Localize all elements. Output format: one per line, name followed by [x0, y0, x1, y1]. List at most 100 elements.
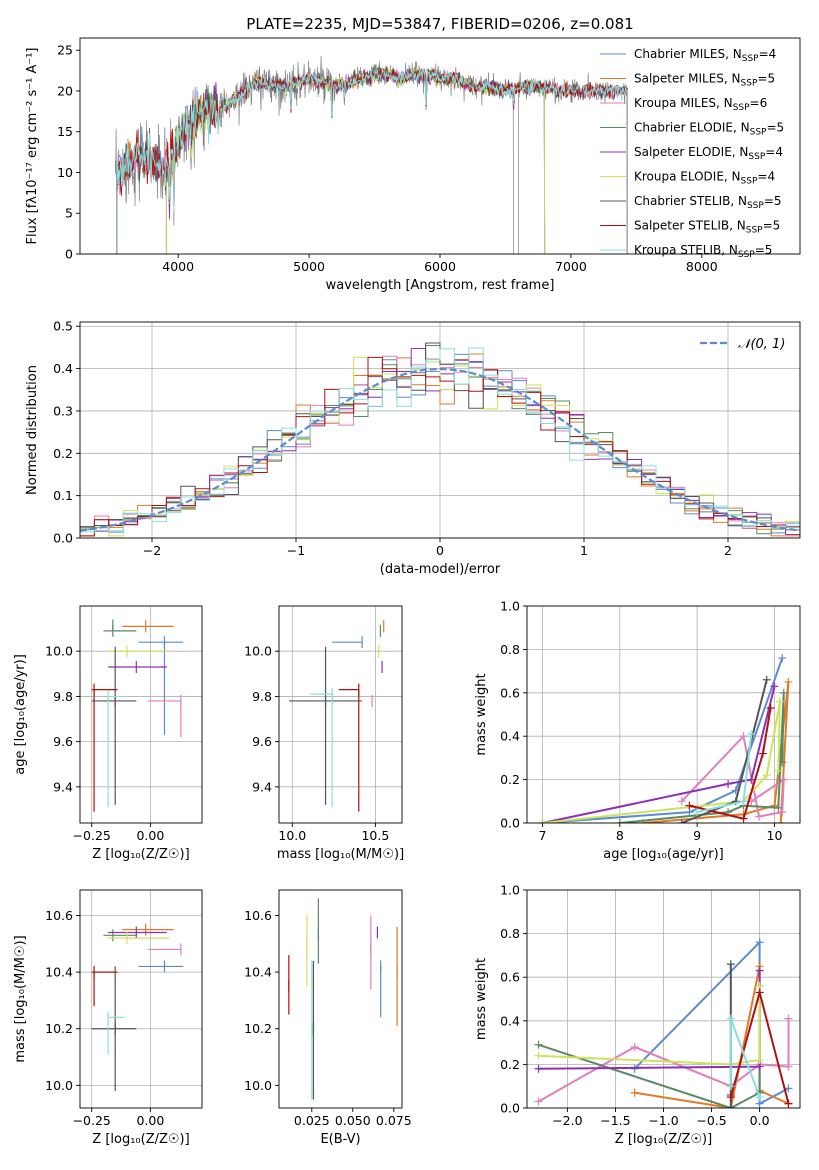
mass_weight_vs_Z-frame: −2.0 −1.5 −1.0 −0.5 0.0 0.0 0.2 0.4 0.6 0.8 1.0 Z […	[474, 883, 801, 1147]
residuals-xtick-label: −1	[287, 543, 305, 558]
mass-weight-marker-kroupa_elodie	[534, 1051, 543, 1060]
age_vs_mass-xtick-label: 10.5	[361, 828, 389, 843]
mass_weight_vs_age-ytick-label: 0.2	[500, 772, 520, 787]
spectrum-legend: Chabrier MILES, NSSP=4 Salpeter MILES, NS…	[600, 47, 784, 260]
mass-weight-line-chabrier_elodie	[538, 985, 761, 1108]
mass_weight_vs_Z-ytick-label: 0.0	[500, 1101, 520, 1116]
mass_weight_vs_age-ytick-label: 0.0	[500, 816, 520, 831]
age_vs_Z-ytick-label: 9.6	[53, 734, 73, 749]
model-line-chabrier_elodie	[165, 67, 546, 254]
mass-weight-line-kroupa_miles	[538, 1018, 790, 1103]
residuals-axes: −2 −1 0 1 2 0.0 0.1 0.2 0.3 0.4 0.5 (data-model)/er…	[25, 319, 801, 577]
mass_weight_vs_Z-ytick-label: 1.0	[500, 883, 520, 898]
mass-weight-marker-kroupa_stelib	[726, 1014, 735, 1023]
residuals-ytick-label: 0.3	[53, 403, 73, 418]
normal-curve-line	[80, 367, 798, 532]
mass-weight-marker-chabrier_elodie	[615, 819, 624, 823]
residuals-xlabel: (data-model)/error	[380, 562, 501, 577]
normal-legend-label: 𝒩(0, 1)	[738, 337, 785, 352]
spectrum-xtick-label: 6000	[424, 259, 456, 274]
spectrum-xtick-label: 8000	[686, 259, 718, 274]
spectrum-ytick-label: 15	[57, 124, 73, 139]
residuals-ytick-label: 0.2	[53, 446, 73, 461]
mass-weight-marker-salpeter_miles	[630, 1088, 639, 1097]
mass-weight-marker-kroupa_stelib	[726, 1082, 735, 1091]
spectrum-xtick-label: 5000	[293, 259, 325, 274]
spectrum-ytick-label: 20	[57, 83, 73, 98]
mass_weight_vs_Z-xtick-label: −1.5	[600, 1113, 630, 1128]
mass_weight_vs_age-plot	[527, 606, 800, 823]
mass_vs_ebv-spines	[278, 889, 403, 1109]
mass-weight-marker-kroupa_stelib	[747, 730, 756, 739]
mass_weight_vs_age-ylabel: mass weight	[474, 673, 489, 755]
mass-weight-line-kroupa_elodie	[538, 985, 761, 1066]
mass_weight_vs_Z-ytick-label: 0.4	[500, 1013, 520, 1028]
age_vs_Z-ytick-label: 9.4	[53, 779, 73, 794]
spectrum-axes: 4000 5000 6000 7000 8000 0 5 10 15 20 25 wavelength…	[25, 37, 801, 293]
mass-weight-marker-salpeter_stelib	[758, 749, 767, 758]
mass_weight_vs_age-xtick-label: 9	[693, 828, 701, 843]
figure-title: PLATE=2235, MJD=53847, FIBERID=0206, z=0…	[246, 15, 633, 33]
mass_vs_Z-axes: −0.25 0.00 10.0 10.2 10.4 10.6 Z [log₁₀(Z/Z☉)]…	[13, 889, 203, 1147]
mass_vs_ebv-ytick-label: 10.6	[244, 908, 272, 923]
mass_vs_ebv-xtick-label: 0.050	[335, 1113, 371, 1128]
residuals-ytick-label: 0.4	[53, 361, 73, 376]
mass-weight-marker-kroupa_miles	[784, 1062, 793, 1071]
mass_vs_Z-ytick-label: 10.6	[45, 908, 73, 923]
mass-weight-marker-kroupa_stelib	[693, 808, 702, 817]
mass-weight-marker-salpeter_elodie	[534, 1064, 543, 1073]
age_vs_Z-ylabel: age [log₁₀(age/yr)]	[13, 654, 28, 775]
mass_weight_vs_Z-xtick-label: 0.0	[750, 1113, 770, 1128]
spectrum-ytick-label: 10	[57, 165, 73, 180]
mass-weight-marker-kroupa_elodie	[755, 1056, 764, 1065]
mass_weight_vs_age-frame: 7 8 9 10 0.0 0.2 0.4 0.6 0.8 1.0 age [log₁₀(age/yr…	[474, 599, 801, 862]
histogram-kroupa_stelib	[80, 347, 800, 538]
mass_weight_vs_Z-xtick-label: −1.0	[648, 1113, 678, 1128]
mass_vs_ebv-ytick-label: 10.0	[244, 1078, 272, 1093]
age_vs_Z-xlabel: Z [log₁₀(Z/Z☉)]	[92, 847, 189, 862]
spectrum-xlabel: wavelength [Angstrom, rest frame]	[326, 278, 555, 293]
age_vs_mass-xlabel: mass [log₁₀(M/M☉)]	[277, 847, 404, 862]
mass_vs_Z-ylabel: mass [log₁₀(M/M☉)]	[13, 935, 28, 1062]
mass-weight-marker-kroupa_miles	[677, 797, 686, 806]
mass-weight-marker-salpeter_stelib	[726, 1093, 735, 1102]
mass_vs_ebv-frame: 0.025 0.050 0.075 10.0 10.2 10.4 10.6 E(B-V)	[244, 889, 412, 1147]
mass-weight-marker-salpeter_elodie	[724, 779, 733, 788]
mass-weight-marker-chabrier_miles	[755, 938, 764, 947]
mass-weight-marker-chabrier_elodie	[778, 758, 787, 767]
age_vs_Z-frame: −0.25 0.00 9.4 9.6 9.8 10.0 Z [log₁₀(Z/Z☉)] age…	[13, 605, 203, 862]
legend-label-kroupa_stelib: Kroupa STELIB, NSSP=5	[634, 243, 772, 260]
age_vs_mass-plot	[279, 606, 402, 823]
mass-weight-marker-salpeter_stelib	[784, 1099, 793, 1108]
mass-weight-line-chabrier_miles	[542, 657, 784, 823]
age_vs_mass-ytick-label: 9.6	[252, 734, 272, 749]
mass_vs_ebv-axes: 0.025 0.050 0.075 10.0 10.2 10.4 10.6 E(B-V)	[244, 889, 412, 1147]
age_vs_Z-ytick-label: 10.0	[45, 644, 73, 659]
mass-weight-marker-salpeter_stelib	[766, 703, 775, 712]
mass-weight-marker-chabrier_stelib	[726, 960, 735, 969]
mass_weight_vs_Z-xtick-label: −2.0	[552, 1113, 582, 1128]
mass_weight_vs_age-spines	[526, 605, 801, 824]
legend-label-salpeter_elodie: Salpeter ELODIE, NSSP=4	[634, 145, 783, 162]
model-line-salpeter_stelib	[116, 67, 628, 254]
age_vs_Z-axes: −0.25 0.00 9.4 9.6 9.8 10.0 Z [log₁₀(Z/Z☉)] age…	[13, 605, 203, 862]
residuals-xtick-label: 1	[580, 543, 588, 558]
age_vs_mass-ytick-label: 9.4	[252, 779, 272, 794]
spectrum-ytick-label: 25	[57, 43, 73, 58]
mass_weight_vs_age-ytick-label: 0.4	[500, 729, 520, 744]
mass-weight-marker-kroupa_elodie	[774, 766, 783, 775]
mass-weight-marker-kroupa_miles	[739, 732, 748, 741]
mass_vs_ebv-xtick-label: 0.075	[376, 1113, 412, 1128]
mass-weight-line-salpeter_stelib	[689, 707, 772, 820]
spectrum-ytick-label: 0	[65, 247, 73, 262]
age_vs_mass-axes: 10.0 10.5 9.4 9.6 9.8 10.0 mass [log₁₀(M/M☉)]	[244, 605, 404, 862]
mass-weight-marker-kroupa_stelib	[739, 797, 748, 806]
mass-weight-line-chabrier_elodie	[619, 692, 785, 823]
legend-label-kroupa_elodie: Kroupa ELODIE, NSSP=4	[634, 170, 775, 187]
age_vs_Z-xtick-label: 0.00	[136, 828, 164, 843]
mass_weight_vs_age-axes: 7 8 9 10 0.0 0.2 0.4 0.6 0.8 1.0 age [log₁₀(age/yr…	[474, 599, 801, 862]
mass_vs_Z-xlabel: Z [log₁₀(Z/Z☉)]	[92, 1132, 189, 1147]
mass_vs_ebv-ytick-label: 10.4	[244, 965, 272, 980]
mass-weight-marker-chabrier_stelib	[677, 819, 686, 823]
